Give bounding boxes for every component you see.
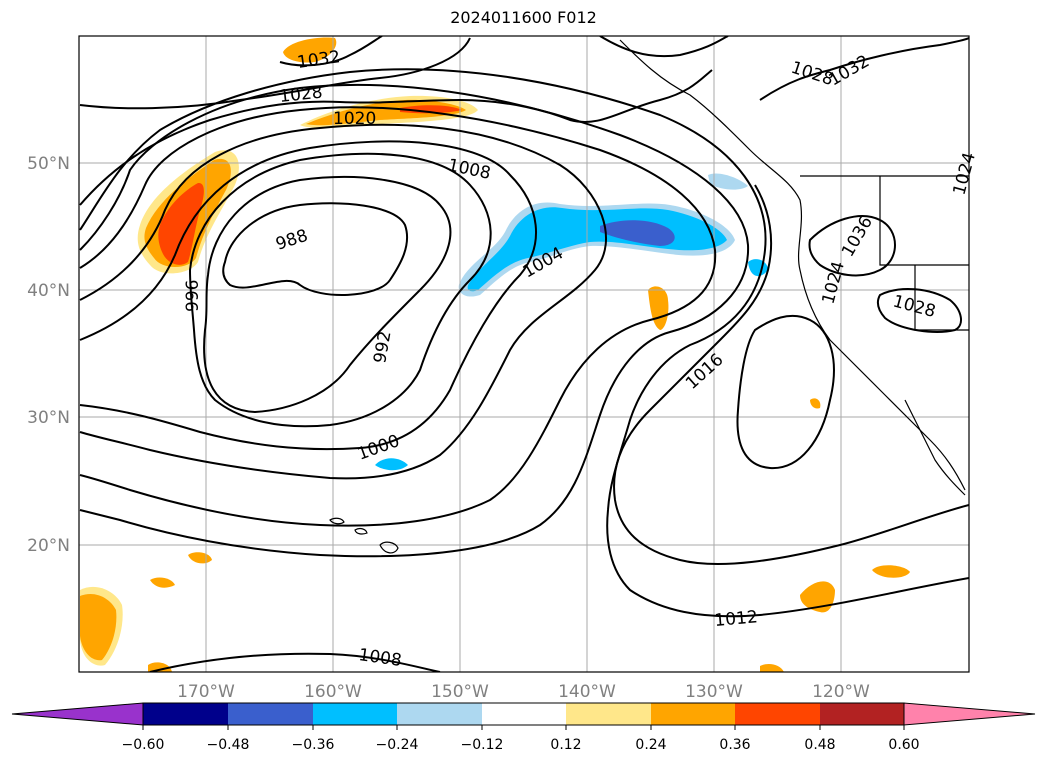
- colorbar-min-extend: [11, 702, 144, 726]
- isobar-1008-south: [149, 652, 441, 672]
- colorbar-tick-labels: −0.60 −0.48 −0.36 −0.24 −0.12 0.12 0.24 …: [122, 737, 920, 753]
- isobar-1020: [79, 69, 713, 206]
- colorbar-tick-label: −0.48: [207, 737, 250, 753]
- isobar-1008: [79, 106, 717, 527]
- map-background: [79, 36, 969, 672]
- isobar-1012: [79, 68, 969, 618]
- positive-anomaly-region: [80, 593, 117, 661]
- graticule: [79, 36, 969, 672]
- negative-anomaly-region: [708, 173, 748, 190]
- longitude-labels: 170°W 160°W 150°W 140°W 130°W 120°W: [177, 682, 870, 702]
- colorbar-max-extend: [903, 702, 1036, 726]
- lon-label: 120°W: [812, 682, 870, 702]
- isobar-1016: [613, 184, 969, 565]
- positive-anomaly-region: [158, 182, 204, 265]
- state-border: [879, 176, 969, 266]
- colorbar-segment: [482, 703, 566, 725]
- colorbar-ticks: [142, 725, 905, 730]
- positive-anomaly-region: [148, 662, 172, 672]
- lon-label: 170°W: [177, 682, 235, 702]
- lon-label: 130°W: [685, 682, 743, 702]
- contour-label: 1020: [333, 109, 376, 129]
- colorbar-tick-label: 0.24: [635, 737, 666, 753]
- colorbar-tick-label: 0.12: [550, 737, 581, 753]
- isobar-1028: [79, 37, 471, 110]
- baja-coastline: [904, 399, 966, 496]
- lat-label: 20°N: [27, 536, 70, 556]
- positive-anomaly-region: [760, 664, 784, 672]
- contour-label: 1028: [278, 83, 323, 107]
- colorbar-frame: [142, 702, 905, 726]
- negative-anomaly-region: [375, 458, 408, 471]
- isobar-992: [203, 176, 452, 414]
- island-outline: [329, 517, 345, 525]
- map-title: 2024011600 F012: [450, 8, 597, 27]
- island-outline: [354, 527, 368, 535]
- isobar-1016-inner: [736, 314, 835, 470]
- colorbar-tick-label: −0.60: [122, 737, 165, 753]
- colorbar: −0.60 −0.48 −0.36 −0.24 −0.12 0.12 0.24 …: [11, 702, 1036, 753]
- contour-label: 996: [183, 280, 203, 312]
- coastlines: [329, 39, 969, 554]
- lat-label: 50°N: [27, 154, 70, 174]
- positive-anomaly-region: [150, 577, 175, 588]
- colorbar-segment: [651, 703, 735, 725]
- positive-anomaly-region: [283, 37, 337, 63]
- colorbar-segment: [397, 703, 482, 725]
- colorbar-tick-label: 0.48: [804, 737, 835, 753]
- isobar-988: [222, 202, 409, 297]
- positive-anomaly-region: [810, 398, 821, 409]
- contour-label: 1012: [714, 607, 759, 631]
- colorbar-segment: [228, 703, 313, 725]
- colorbar-tick-label: −0.12: [461, 737, 504, 753]
- island-outline: [379, 541, 399, 554]
- colorbar-segment: [143, 703, 228, 725]
- lat-label: 40°N: [27, 281, 70, 301]
- colorbar-tick-label: −0.36: [292, 737, 335, 753]
- isobar-996: [188, 152, 492, 428]
- colorbar-tick-label: −0.24: [376, 737, 419, 753]
- colorbar-segment: [820, 703, 904, 725]
- colorbar-segment: [313, 703, 397, 725]
- isobar-1004: [79, 123, 607, 480]
- positive-anomaly-region: [872, 565, 910, 578]
- lat-label: 30°N: [27, 408, 70, 428]
- isobar-1024-east: [808, 215, 896, 277]
- isobar-1000: [79, 140, 537, 451]
- colorbar-segment: [735, 703, 820, 725]
- isobar-1032: [599, 36, 729, 58]
- lon-label: 160°W: [304, 682, 362, 702]
- colorbar-tick-label: 0.36: [719, 737, 750, 753]
- negative-anomaly-region: [600, 220, 675, 246]
- lon-label: 140°W: [558, 682, 616, 702]
- isobar-1028-east: [759, 37, 969, 101]
- pressure-contours: [79, 36, 969, 672]
- isobar-1032: [279, 36, 383, 67]
- colorbar-segment: [566, 703, 651, 725]
- map-frame: [78, 35, 970, 673]
- lon-label: 150°W: [431, 682, 489, 702]
- colorbar-tick-label: 0.60: [888, 737, 919, 753]
- north-america-coastline: [619, 39, 966, 491]
- latitude-labels: 50°N 40°N 30°N 20°N: [27, 154, 70, 556]
- state-border: [914, 265, 969, 331]
